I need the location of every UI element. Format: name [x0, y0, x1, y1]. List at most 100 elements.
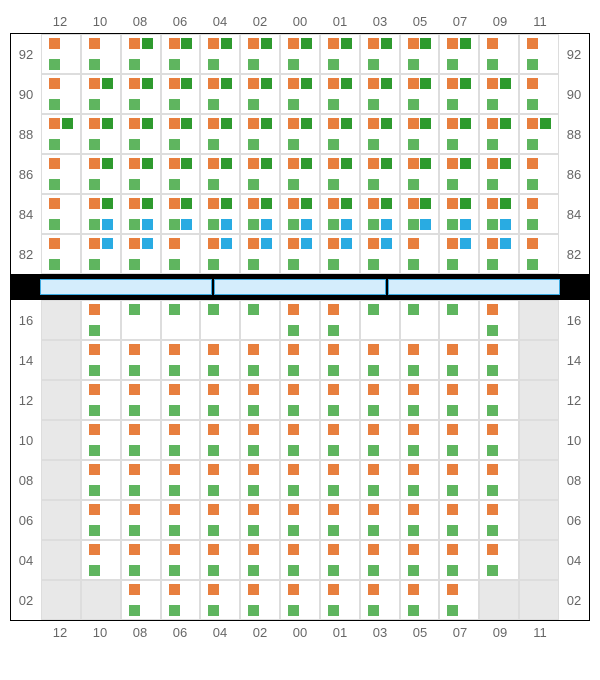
slot[interactable] — [320, 74, 360, 114]
slot[interactable] — [519, 154, 559, 194]
slot[interactable] — [360, 380, 400, 420]
slot[interactable] — [81, 340, 121, 380]
slot[interactable] — [121, 380, 161, 420]
slot[interactable] — [439, 420, 479, 460]
slot[interactable] — [161, 340, 201, 380]
slot[interactable] — [280, 234, 320, 274]
slot[interactable] — [121, 500, 161, 540]
slot[interactable] — [479, 114, 519, 154]
slot[interactable] — [360, 340, 400, 380]
slot[interactable] — [161, 460, 201, 500]
slot[interactable] — [479, 194, 519, 234]
slot[interactable] — [41, 114, 81, 154]
slot[interactable] — [280, 380, 320, 420]
slot[interactable] — [280, 74, 320, 114]
slot[interactable] — [200, 114, 240, 154]
slot[interactable] — [360, 114, 400, 154]
slot[interactable] — [240, 194, 280, 234]
slot[interactable] — [81, 234, 121, 274]
slot[interactable] — [479, 500, 519, 540]
slot[interactable] — [200, 194, 240, 234]
slot[interactable] — [200, 234, 240, 274]
slot[interactable] — [121, 34, 161, 74]
slot[interactable] — [479, 74, 519, 114]
slot[interactable] — [479, 380, 519, 420]
slot[interactable] — [320, 300, 360, 340]
slot[interactable] — [161, 194, 201, 234]
slot[interactable] — [519, 234, 559, 274]
slot[interactable] — [240, 420, 280, 460]
slot[interactable] — [81, 34, 121, 74]
slot[interactable] — [439, 234, 479, 274]
slot[interactable] — [320, 580, 360, 620]
slot[interactable] — [479, 420, 519, 460]
slot[interactable] — [280, 34, 320, 74]
slot[interactable] — [81, 380, 121, 420]
slot[interactable] — [240, 580, 280, 620]
slot[interactable] — [161, 540, 201, 580]
slot[interactable] — [161, 380, 201, 420]
slot[interactable] — [81, 420, 121, 460]
slot[interactable] — [121, 114, 161, 154]
slot[interactable] — [280, 540, 320, 580]
slot[interactable] — [360, 460, 400, 500]
slot[interactable] — [519, 74, 559, 114]
slot[interactable] — [439, 500, 479, 540]
slot[interactable] — [200, 154, 240, 194]
slot[interactable] — [320, 114, 360, 154]
slot[interactable] — [161, 234, 201, 274]
slot[interactable] — [360, 194, 400, 234]
slot[interactable] — [240, 74, 280, 114]
slot[interactable] — [161, 154, 201, 194]
slot[interactable] — [400, 234, 440, 274]
slot[interactable] — [479, 234, 519, 274]
slot[interactable] — [479, 300, 519, 340]
slot[interactable] — [280, 580, 320, 620]
slot[interactable] — [200, 460, 240, 500]
slot[interactable] — [360, 420, 400, 460]
slot[interactable] — [81, 194, 121, 234]
slot[interactable] — [400, 380, 440, 420]
slot[interactable] — [200, 300, 240, 340]
slot[interactable] — [240, 380, 280, 420]
slot[interactable] — [280, 500, 320, 540]
slot[interactable] — [280, 194, 320, 234]
slot[interactable] — [41, 154, 81, 194]
slot[interactable] — [400, 74, 440, 114]
slot[interactable] — [439, 114, 479, 154]
slot[interactable] — [439, 380, 479, 420]
slot[interactable] — [360, 34, 400, 74]
slot[interactable] — [360, 580, 400, 620]
slot[interactable] — [161, 300, 201, 340]
slot[interactable] — [439, 300, 479, 340]
slot[interactable] — [121, 580, 161, 620]
slot[interactable] — [161, 74, 201, 114]
slot[interactable] — [280, 300, 320, 340]
slot[interactable] — [400, 34, 440, 74]
slot[interactable] — [400, 114, 440, 154]
slot[interactable] — [81, 114, 121, 154]
slot[interactable] — [439, 194, 479, 234]
slot[interactable] — [320, 500, 360, 540]
slot[interactable] — [439, 154, 479, 194]
slot[interactable] — [320, 234, 360, 274]
slot[interactable] — [280, 154, 320, 194]
slot[interactable] — [240, 114, 280, 154]
slot[interactable] — [200, 380, 240, 420]
slot[interactable] — [161, 114, 201, 154]
slot[interactable] — [320, 420, 360, 460]
slot[interactable] — [81, 500, 121, 540]
slot[interactable] — [41, 34, 81, 74]
slot[interactable] — [121, 234, 161, 274]
slot[interactable] — [479, 340, 519, 380]
slot[interactable] — [479, 154, 519, 194]
slot[interactable] — [320, 34, 360, 74]
slot[interactable] — [320, 460, 360, 500]
slot[interactable] — [121, 340, 161, 380]
slot[interactable] — [400, 460, 440, 500]
slot[interactable] — [360, 500, 400, 540]
slot[interactable] — [200, 34, 240, 74]
slot[interactable] — [320, 154, 360, 194]
slot[interactable] — [360, 300, 400, 340]
slot[interactable] — [320, 194, 360, 234]
